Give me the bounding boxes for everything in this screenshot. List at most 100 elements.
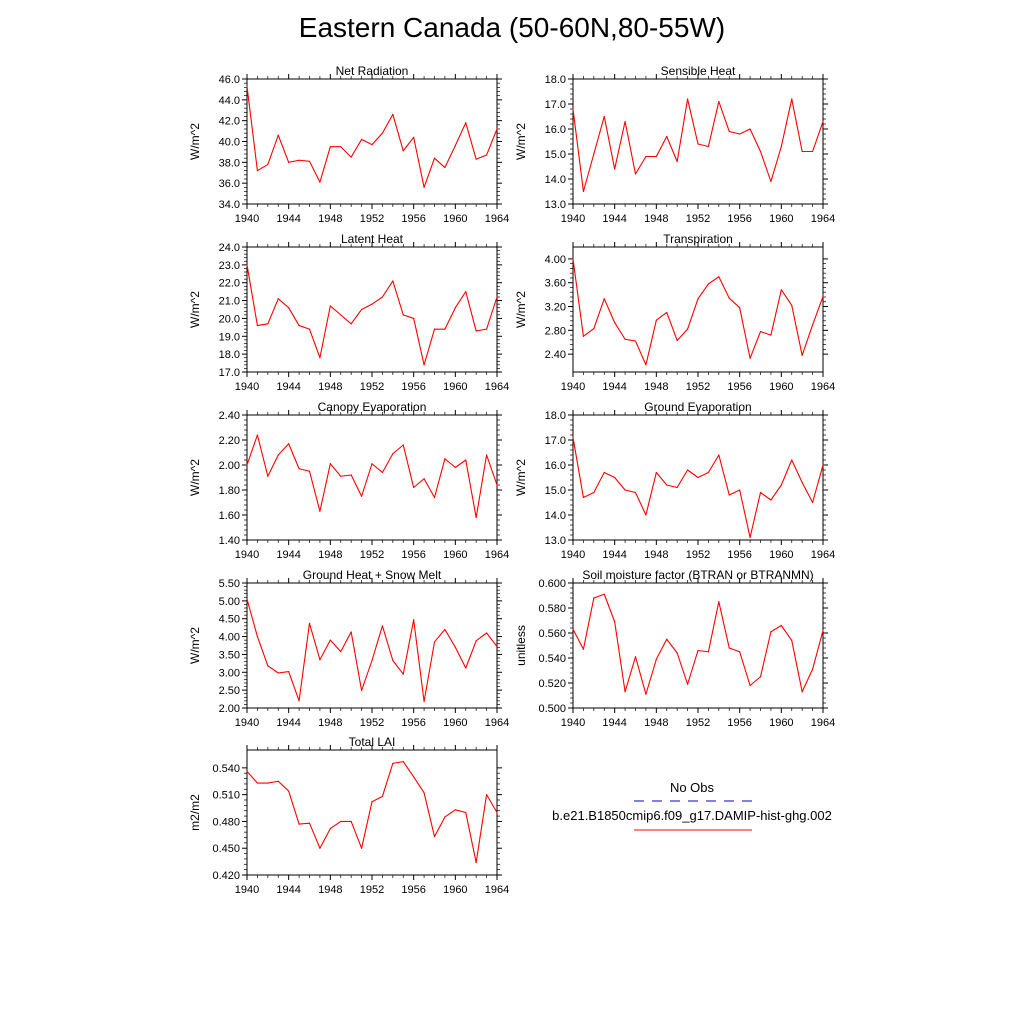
data-point <box>392 280 394 282</box>
data-point <box>759 491 762 494</box>
data-point <box>433 157 436 159</box>
y-tick-label: 1.80 <box>219 485 240 497</box>
data-point <box>444 328 446 330</box>
data-point <box>822 120 824 123</box>
data-point <box>759 330 762 333</box>
data-point <box>822 629 824 632</box>
data-point <box>780 289 782 291</box>
data-point <box>791 98 793 100</box>
y-tick-label: 17.0 <box>219 367 240 379</box>
x-tick-label: 1948 <box>318 213 342 225</box>
data-point <box>392 453 394 455</box>
y-tick-label: 42.0 <box>219 116 240 128</box>
x-tick-label: 1960 <box>443 381 467 393</box>
data-point <box>655 471 657 474</box>
data-point <box>402 314 404 316</box>
data-point <box>413 776 415 778</box>
data-point <box>371 463 373 465</box>
data-point <box>308 328 311 330</box>
x-tick-label: 1964 <box>485 884 509 896</box>
chart-panel: Transpiration W/m^2 2.40 2.80 3.20 3.60 4.00 19… <box>514 232 835 393</box>
data-point <box>593 597 595 599</box>
y-tick-label: 2.40 <box>219 410 240 422</box>
panel-title: Latent Heat <box>341 232 404 246</box>
data-point <box>666 311 668 314</box>
data-point <box>614 621 616 623</box>
panel-title: Ground Evaporation <box>644 400 751 414</box>
y-tick-label: 0.540 <box>538 653 566 665</box>
data-point <box>340 650 342 653</box>
data-point <box>256 170 259 172</box>
data-point <box>392 659 394 662</box>
data-point <box>593 153 595 155</box>
data-point <box>267 163 269 166</box>
data-point <box>624 120 626 123</box>
data-point <box>454 646 456 648</box>
x-tick-label: 1952 <box>360 717 384 729</box>
x-tick-label: 1944 <box>276 549 300 561</box>
data-point <box>277 672 279 674</box>
x-tick-label: 1964 <box>811 381 835 393</box>
data-point <box>593 327 595 330</box>
data-point <box>319 510 321 512</box>
x-tick-label: 1960 <box>443 213 467 225</box>
data-point <box>267 475 269 477</box>
data-point <box>288 670 290 673</box>
data-point <box>350 323 352 325</box>
data-point <box>298 468 300 470</box>
data-point <box>811 324 814 326</box>
y-axis-label: W/m^2 <box>514 459 528 496</box>
chart-panel: Net Radiation W/m^2 34.0 36.0 38.0 40.0 42.0 44… <box>188 64 509 225</box>
data-point <box>454 809 456 811</box>
data-point <box>572 258 574 260</box>
x-tick-label: 1944 <box>602 717 626 729</box>
data-point <box>288 161 290 163</box>
data-point <box>381 625 384 627</box>
data-point <box>634 656 637 658</box>
chart-panel: Sensible Heat W/m^2 13.0 14.0 15.0 16.0 17.0 18… <box>514 64 835 225</box>
y-tick-label: 34.0 <box>219 199 240 211</box>
y-tick-label: 4.50 <box>219 614 240 626</box>
data-point <box>780 484 782 486</box>
chart-panel: Total LAI m2/m2 0.420 0.450 0.480 0.510 0.540 1… <box>188 735 509 896</box>
y-tick-label: 1.60 <box>219 510 240 522</box>
chart-panel: Canopy Evaporation W/m^2 1.40 1.60 1.80 2.00 2… <box>188 400 509 561</box>
data-point <box>413 619 415 621</box>
y-tick-label: 5.50 <box>219 578 240 590</box>
y-tick-label: 14.0 <box>545 174 566 186</box>
data-point <box>770 631 772 633</box>
y-tick-label: 19.0 <box>219 331 240 343</box>
data-point <box>485 154 488 156</box>
x-tick-label: 1956 <box>727 381 751 393</box>
data-point <box>298 159 300 161</box>
data-point <box>697 143 699 145</box>
y-tick-label: 4.00 <box>545 254 566 266</box>
data-point <box>759 150 762 153</box>
x-tick-label: 1944 <box>276 717 300 729</box>
data-point <box>634 173 637 175</box>
panel-title: Total LAI <box>349 735 396 749</box>
data-point <box>256 434 259 436</box>
data-point <box>308 822 311 824</box>
data-point <box>413 136 415 138</box>
data-point <box>340 146 342 148</box>
data-point <box>246 85 248 87</box>
y-tick-label: 0.500 <box>538 703 566 715</box>
data-point <box>402 150 404 152</box>
data-point <box>246 770 248 773</box>
y-tick-label: 38.0 <box>219 157 240 169</box>
x-tick-label: 1940 <box>561 213 585 225</box>
data-point <box>465 811 467 814</box>
y-tick-label: 40.0 <box>219 137 240 149</box>
data-point <box>454 145 456 147</box>
data-point <box>572 628 574 630</box>
data-point <box>267 782 269 784</box>
data-point <box>801 354 803 356</box>
y-tick-label: 4.00 <box>219 632 240 644</box>
data-point <box>423 364 425 366</box>
data-point <box>791 304 793 306</box>
y-tick-label: 16.0 <box>545 124 566 136</box>
x-tick-label: 1940 <box>235 717 259 729</box>
data-point <box>288 790 290 792</box>
